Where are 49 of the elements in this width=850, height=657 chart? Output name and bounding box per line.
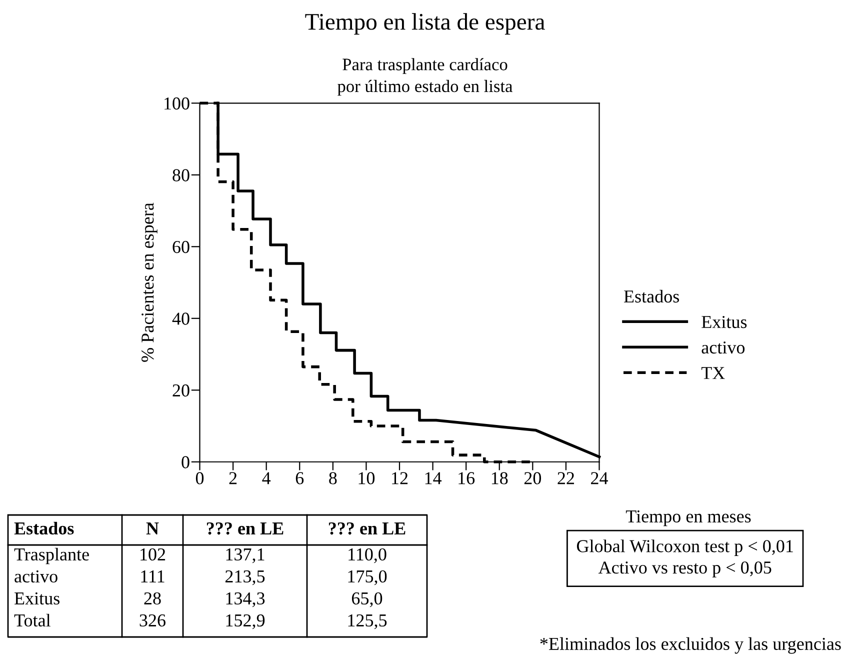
x-tick-label: 4 <box>262 472 271 484</box>
text: 111 <box>141 570 164 582</box>
x-tick-label: 6 <box>296 472 304 484</box>
y-tick-label: 100 <box>164 97 190 110</box>
text: activo <box>14 570 58 583</box>
text: 326 <box>140 614 166 627</box>
chart-title: Tiempo en lista de espera <box>305 13 545 35</box>
y-tick-label: 60 <box>172 240 190 254</box>
text: 152,9 <box>226 614 265 630</box>
text: ??? en LE <box>328 522 406 535</box>
legend-label: Exitus <box>702 316 747 328</box>
y-tick-label: 0 <box>182 456 190 468</box>
text: 65,0 <box>352 592 382 608</box>
text: *Eliminados los excluidos y las urgencias <box>540 637 841 654</box>
x-tick-label: 2 <box>229 472 237 484</box>
text: 110,0 <box>348 548 386 564</box>
y-tick-label: 40 <box>172 312 190 325</box>
x-tick-label: 24 <box>591 472 608 484</box>
x-tick-label: 0 <box>196 472 204 484</box>
text: 213,5 <box>225 570 265 586</box>
text: Total <box>14 614 50 627</box>
x-tick-label: 12 <box>392 472 408 484</box>
text: Estados <box>14 522 74 535</box>
x-tick-label: 14 <box>425 472 442 484</box>
text: Exitus <box>14 592 60 605</box>
x-tick-label: 20 <box>524 472 542 484</box>
x-tick-label: 18 <box>492 472 508 484</box>
x-tick-label: 16 <box>458 472 475 484</box>
text: 125,5 <box>348 614 387 630</box>
chart-subtitle: Para trasplante cardíaco por último estado en lista <box>338 58 513 96</box>
text: ??? en LE <box>206 522 284 535</box>
text: N <box>146 522 159 534</box>
text: 134,3 <box>226 592 265 608</box>
text: 175,0 <box>348 570 387 586</box>
legend-label: activo <box>702 341 745 354</box>
text: 102 <box>140 548 166 561</box>
y-axis-title: % Pacientes en espera <box>142 202 158 362</box>
text: 137,1 <box>226 548 264 564</box>
text: Trasplante <box>14 548 89 564</box>
y-tick-label: 20 <box>172 384 190 397</box>
text: Global Wilcoxon test p < 0,01 Activo vs resto p < 0,05 <box>576 540 793 578</box>
x-axis-title: Tiempo en meses <box>626 510 751 526</box>
x-tick-label: 22 <box>558 472 574 484</box>
y-tick-label: 80 <box>172 169 190 182</box>
legend-label: TX <box>701 367 725 379</box>
x-tick-label: 10 <box>358 472 375 484</box>
legend-title: Estados <box>624 290 680 303</box>
x-tick-label: 8 <box>329 472 337 484</box>
text: 28 <box>144 592 161 605</box>
